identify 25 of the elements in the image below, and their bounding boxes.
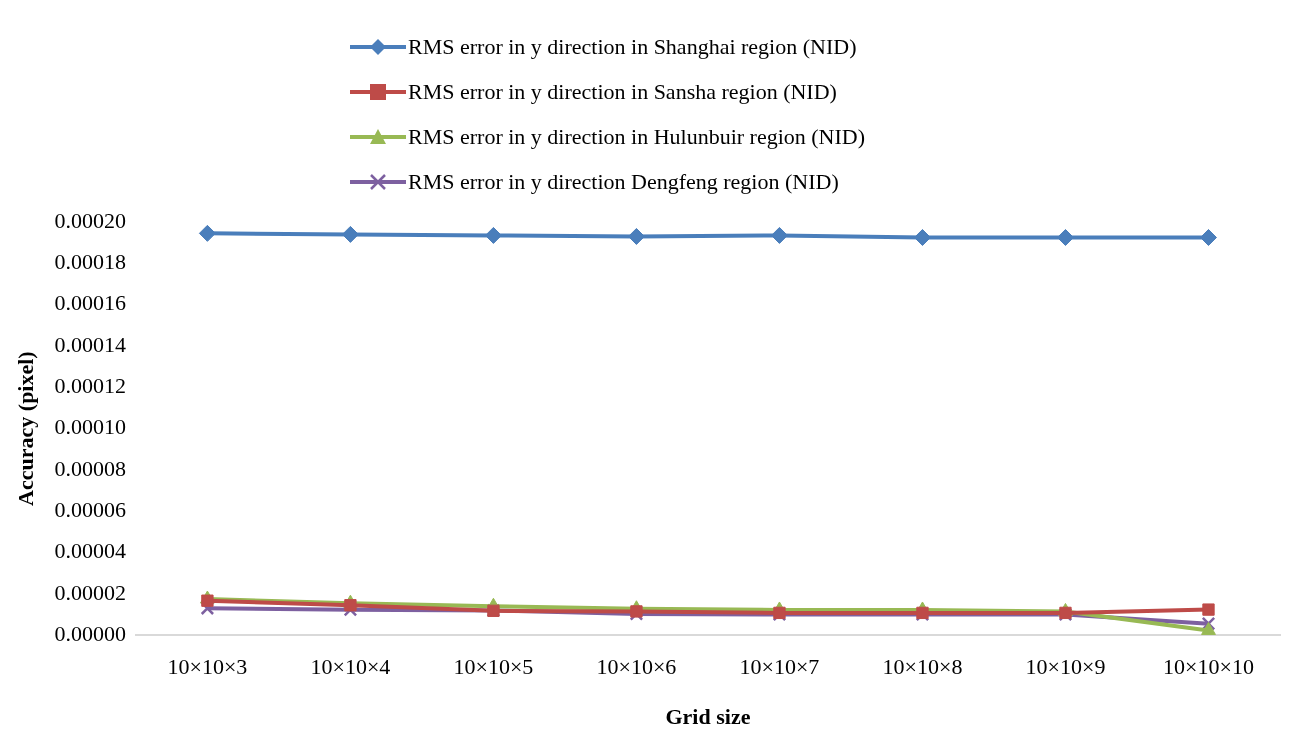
y-tick-label: 0.00004	[54, 538, 126, 564]
x-tick-label: 10×10×10	[1163, 654, 1254, 680]
x-axis-title: Grid size	[665, 704, 751, 730]
y-tick-label: 0.00014	[54, 331, 126, 357]
y-tick-label: 0.00016	[54, 290, 126, 316]
x-tick-label: 10×10×6	[596, 654, 677, 680]
y-tick-label: 0.00012	[54, 373, 126, 399]
y-tick-label: 0.00008	[54, 455, 126, 481]
y-axis-title: Accuracy (pixel)	[12, 351, 38, 506]
legend-label: RMS error in y direction Dengfeng region (NID)	[408, 168, 839, 195]
legend-label: RMS error in y direction in Sansha region (NID)	[408, 78, 837, 105]
y-tick-label: 0.00002	[54, 579, 126, 605]
legend-label: RMS error in y direction in Shanghai region (NID)	[408, 33, 857, 60]
y-tick-label: 0.00018	[54, 249, 126, 275]
y-tick-label: 0.00020	[54, 207, 126, 233]
x-tick-label: 10×10×3	[167, 654, 248, 680]
y-tick-label: 0.00000	[54, 620, 126, 646]
x-tick-label: 10×10×5	[453, 654, 534, 680]
x-tick-label: 10×10×7	[739, 654, 820, 680]
x-tick-label: 10×10×9	[1025, 654, 1106, 680]
x-tick-label: 10×10×4	[310, 654, 391, 680]
x-tick-label: 10×10×8	[882, 654, 963, 680]
legend-label: RMS error in y direction in Hulunbuir region (NID)	[408, 123, 866, 150]
y-tick-label: 0.00010	[54, 414, 126, 440]
y-tick-label: 0.00006	[54, 497, 126, 523]
